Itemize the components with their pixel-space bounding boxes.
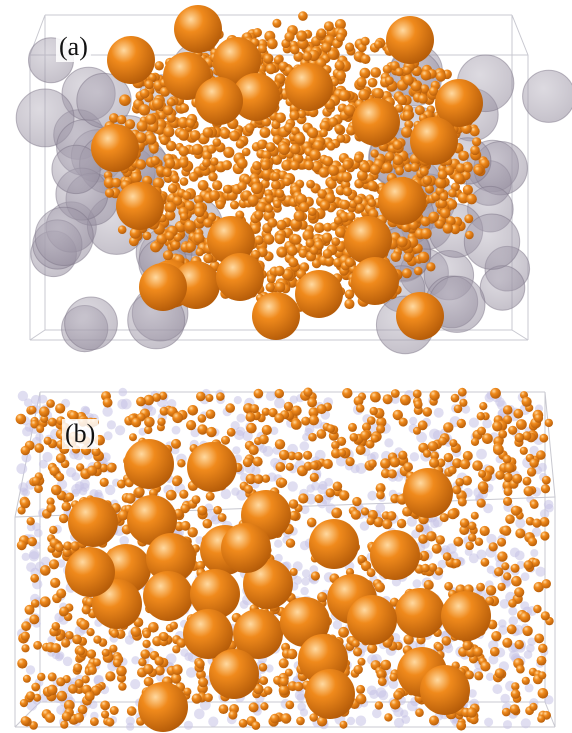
panel-b-small-particles	[15, 387, 554, 731]
panel-b-large-spheres	[65, 439, 491, 732]
panel-b-label: (b)	[62, 419, 99, 449]
panel-a-large-spheres	[91, 5, 483, 340]
panel-b: (b)	[0, 372, 572, 733]
panel-a: (a)	[0, 0, 572, 360]
panel-b-render	[14, 387, 556, 732]
panel-a-label: (a)	[56, 32, 91, 62]
panel-a-render	[15, 5, 572, 355]
